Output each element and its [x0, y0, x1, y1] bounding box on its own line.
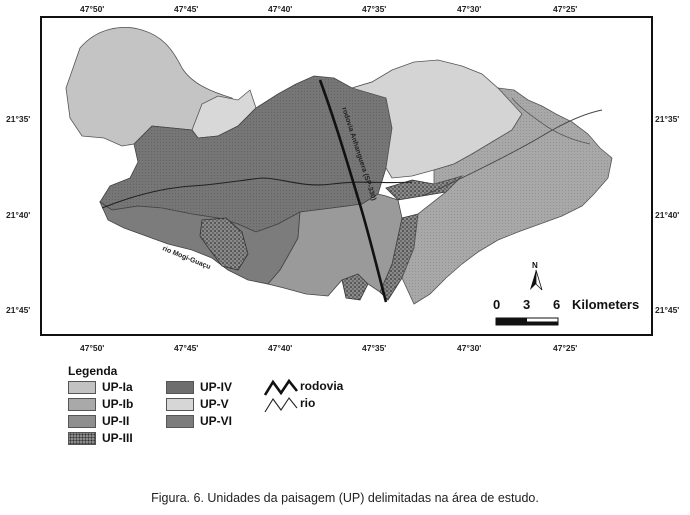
coord-bottom-3: 47°40': [268, 343, 293, 353]
legend-swatch-up-vi: [166, 415, 194, 428]
scale-number-6: 6: [553, 297, 561, 312]
coord-left-3: 21°45': [6, 305, 31, 315]
region-up-ii: [267, 193, 403, 297]
legend-title: Legenda: [68, 364, 118, 378]
region-up-ib: [401, 87, 613, 305]
north-arrow-icon: [530, 269, 543, 291]
legend-label-up-v: UP-V: [200, 397, 229, 411]
legend-label-up-iv: UP-IV: [200, 380, 233, 394]
region-up-iii-1: [199, 217, 249, 271]
legend-label-up-ii: UP-II: [102, 414, 130, 428]
coord-top-1: 47°50': [80, 4, 105, 14]
legend-label-up-ib: UP-Ib: [102, 397, 134, 411]
coord-top-6: 47°25': [553, 4, 578, 14]
legend-label-up-vi: UP-VI: [200, 414, 233, 428]
landscape-units-map: rodovia Anhanguera (SP-330) rio Mogi-Gua…: [65, 27, 613, 326]
coord-right-1: 21°35': [655, 114, 680, 124]
legend-label-up-ia: UP-Ia: [102, 380, 133, 394]
legend-swatch-up-ib: [68, 398, 96, 411]
scale-unit: Kilometers: [572, 297, 640, 312]
legend-swatch-up-v: [166, 398, 194, 411]
legend-label-rio: rio: [300, 396, 316, 410]
scale-number-3: 3: [523, 297, 531, 312]
road-anhanguera: [318, 79, 388, 303]
coord-top-4: 47°35': [362, 4, 387, 14]
coord-top-5: 47°30': [457, 4, 482, 14]
river-branch-east: [421, 109, 603, 197]
coord-top-3: 47°40': [268, 4, 293, 14]
coord-bottom-5: 47°30': [457, 343, 482, 353]
legend-swatch-up-iii: [68, 432, 96, 445]
scale-bar: [495, 317, 559, 326]
legend-swatch-up-ia: [68, 381, 96, 394]
river-line-icon: [264, 397, 298, 413]
figure-caption: Figura. 6. Unidades da paisagem (UP) del…: [151, 491, 539, 505]
coord-bottom-6: 47°25': [553, 343, 578, 353]
legend-label-rodovia: rodovia: [300, 379, 344, 393]
coord-bottom-1: 47°50': [80, 343, 105, 353]
coord-bottom-4: 47°35': [362, 343, 387, 353]
river-mogi-guacu: [101, 177, 413, 209]
map-frame: rodovia Anhanguera (SP-330) rio Mogi-Gua…: [40, 16, 653, 336]
coord-bottom-2: 47°45': [174, 343, 199, 353]
coord-right-2: 21°40': [655, 210, 680, 220]
scale-number-0: 0: [493, 297, 501, 312]
road-line-icon: [263, 378, 299, 396]
legend-label-up-iii: UP-III: [102, 431, 133, 445]
coord-left-2: 21°40': [6, 210, 31, 220]
coord-right-3: 21°45': [655, 305, 680, 315]
legend-swatch-up-ii: [68, 415, 96, 428]
coord-left-1: 21°35': [6, 114, 31, 124]
coord-top-2: 47°45': [174, 4, 199, 14]
north-label: N: [532, 261, 538, 270]
river-branch-north: [511, 97, 591, 145]
legend-swatch-up-iv: [166, 381, 194, 394]
